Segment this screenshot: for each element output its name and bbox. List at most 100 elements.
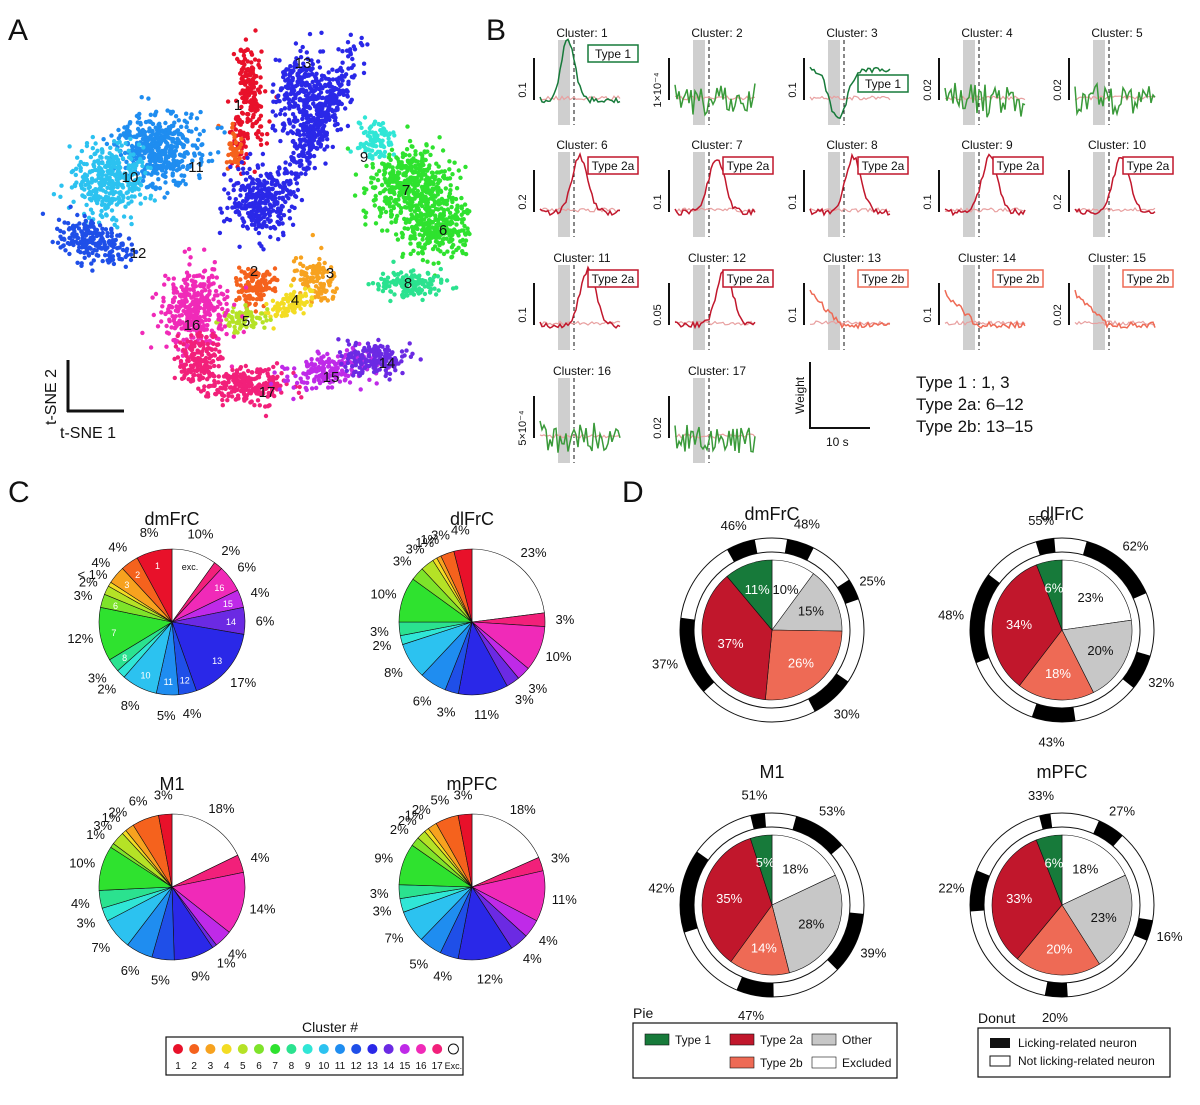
tsne-point	[163, 120, 168, 126]
tsne-point	[273, 277, 278, 282]
tsne-point	[316, 128, 321, 134]
tsne-point	[96, 232, 102, 237]
tsne-point	[135, 120, 140, 125]
tsne-point	[216, 364, 221, 369]
tsne-point	[107, 191, 112, 196]
tsne-point	[351, 75, 356, 80]
tsne-point	[112, 139, 117, 144]
tsne-point	[353, 172, 359, 177]
tsne-point	[181, 178, 186, 183]
tsne-point	[245, 155, 250, 160]
tsne-point	[118, 152, 124, 158]
tsne-point	[65, 221, 71, 226]
tsne-point	[294, 146, 300, 151]
tsne-point	[316, 351, 321, 356]
tsne-point	[151, 312, 156, 318]
tsne-cluster-label: 15	[323, 369, 340, 386]
tsne-point	[244, 192, 250, 197]
tsne-point	[463, 251, 469, 257]
tsne-point	[383, 195, 389, 200]
tsne-point	[210, 359, 216, 364]
tsne-point	[385, 279, 390, 284]
tsne-cluster-label: 17	[259, 384, 276, 401]
tsne-point	[226, 391, 231, 396]
tsne-point	[188, 255, 193, 260]
pie-percent-label: 4%	[251, 585, 270, 600]
tsne-point	[216, 342, 221, 347]
tsne-point	[322, 147, 327, 152]
tsne-point	[308, 124, 313, 129]
tsne-point	[232, 302, 237, 307]
tsne-point	[265, 173, 270, 179]
tsne-point	[456, 168, 461, 173]
pie-percent-label: 17%	[230, 675, 256, 690]
tsne-point	[233, 140, 238, 145]
tsne-point	[181, 302, 186, 308]
tsne-point	[178, 363, 183, 369]
tsne-point	[200, 295, 205, 300]
tsne-point	[409, 168, 415, 174]
cluster-title: Cluster: 13	[823, 251, 881, 265]
tsne-point	[399, 349, 405, 354]
tsne-point	[263, 413, 269, 419]
tsne-point	[346, 79, 351, 85]
tsne-point	[255, 163, 260, 168]
tsne-point	[291, 118, 296, 124]
tsne-point	[401, 295, 406, 300]
tsne-point	[258, 142, 264, 147]
tsne-point	[300, 116, 305, 122]
tsne-point	[141, 174, 146, 179]
tsne-point	[222, 187, 227, 192]
tsne-point	[68, 204, 73, 209]
tsne-point	[259, 244, 264, 249]
tsne-point	[300, 281, 306, 287]
tsne-point	[290, 112, 296, 117]
tsne-point	[90, 178, 95, 183]
cluster-title: Cluster: 12	[688, 251, 746, 265]
tsne-point	[247, 201, 252, 207]
tsne-point	[246, 77, 251, 82]
tsne-point	[391, 189, 396, 194]
tsne-point	[128, 168, 133, 174]
tsne-point	[272, 370, 277, 375]
tsne-point	[291, 385, 296, 390]
tsne-point	[217, 349, 222, 354]
tsne-point	[243, 198, 249, 204]
tsne-point	[187, 273, 192, 278]
tsne-point	[155, 134, 160, 139]
tsne-point	[190, 378, 196, 383]
tsne-point	[117, 176, 122, 181]
tsne-point	[405, 293, 410, 298]
tsne-point	[146, 155, 152, 160]
tsne-point	[93, 188, 99, 193]
tsne-point	[349, 65, 354, 71]
tsne-point	[438, 266, 443, 272]
tsne-point	[378, 122, 383, 128]
tsne-point	[240, 216, 245, 221]
tsne-point	[370, 165, 376, 170]
tsne-point	[447, 176, 453, 181]
tsne-point	[211, 341, 216, 346]
tsne-point	[330, 77, 336, 82]
tsne-point	[161, 173, 167, 179]
tsne-point	[240, 377, 245, 382]
tsne-point	[262, 186, 267, 191]
tsne-point	[442, 176, 447, 181]
tsne-point	[427, 276, 433, 282]
tsne-point	[437, 242, 442, 248]
tsne-cluster-label: 11	[188, 159, 204, 176]
tsne-point	[298, 376, 303, 381]
tsne-point	[388, 289, 393, 294]
tsne-point	[218, 301, 223, 306]
tsne-point	[227, 142, 232, 147]
tsne-point	[224, 331, 229, 337]
tsne-point	[345, 40, 351, 45]
tsne-point	[165, 190, 170, 196]
tsne-point	[287, 119, 292, 125]
tsne-point	[80, 179, 85, 185]
tsne-point	[444, 278, 450, 283]
tsne-point	[183, 362, 189, 367]
tsne-point	[236, 166, 241, 172]
tsne-point	[307, 31, 313, 37]
tsne-point	[160, 304, 165, 309]
